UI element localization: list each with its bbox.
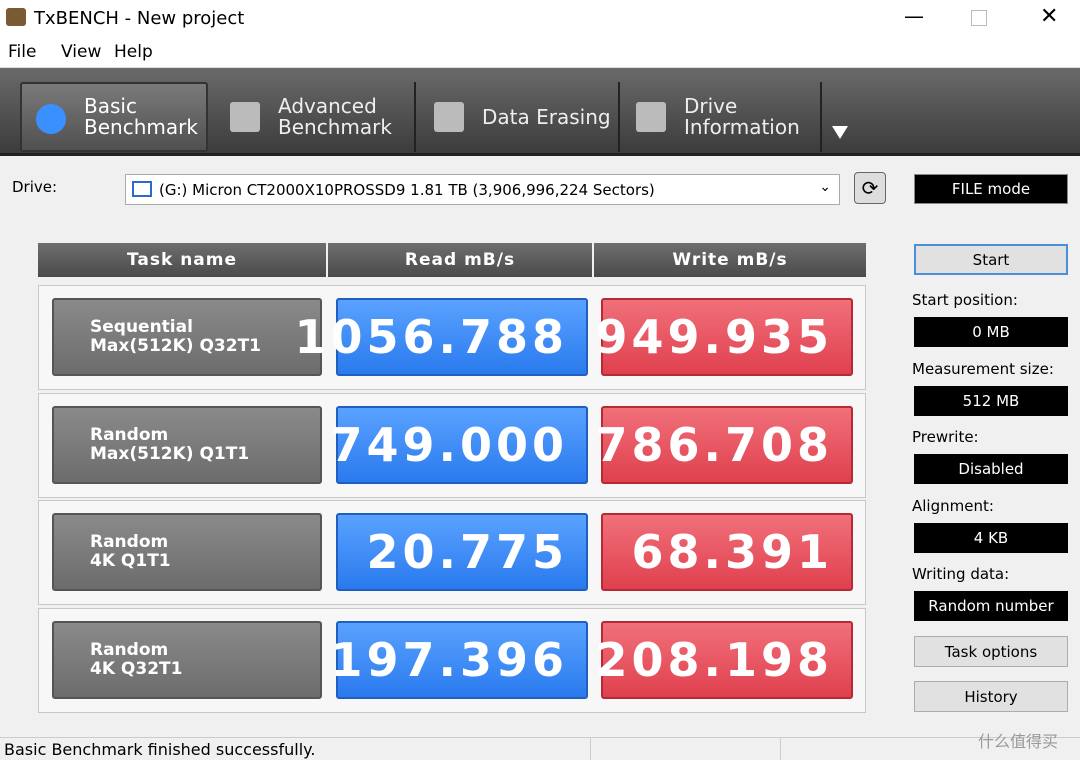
column-header: Read mB/s — [328, 243, 592, 277]
tab-label: Advanced Benchmark — [278, 96, 392, 138]
toolbar-more[interactable] — [832, 126, 848, 139]
column-header: Write mB/s — [594, 243, 866, 277]
write-value: 68.391 — [601, 513, 853, 591]
menu-bar: File View Help — [0, 38, 1080, 68]
field-value: 4 KB — [914, 522, 1068, 553]
task-button[interactable]: Random 4K Q1T1 — [52, 513, 322, 591]
tab[interactable]: Data Erasing — [420, 82, 620, 152]
minimize-button[interactable]: — — [904, 4, 924, 28]
field-label: Writing data: — [912, 565, 1010, 583]
status-divider — [780, 738, 781, 760]
tab-label-line: Advanced — [278, 94, 377, 118]
maximize-button[interactable] — [971, 10, 987, 26]
drive-value: (G:) Micron CT2000X10PROSSD9 1.81 TB (3,… — [159, 181, 655, 199]
task-name-line: Random — [90, 424, 169, 445]
side-button[interactable]: Task options — [914, 636, 1068, 667]
field-value: Disabled — [914, 454, 1068, 484]
app-icon — [6, 8, 26, 26]
task-name-line: Random — [90, 639, 169, 660]
read-value: 1056.788 — [294, 298, 588, 376]
task-name-line: Max(512K) Q1T1 — [90, 443, 250, 464]
write-value: 786.708 — [595, 405, 853, 484]
start-button[interactable]: Start — [914, 244, 1068, 275]
tab-label-line: Basic — [84, 94, 137, 118]
tab[interactable]: Advanced Benchmark — [216, 82, 416, 152]
menu-item[interactable]: View — [61, 42, 102, 62]
tab-icon — [636, 102, 666, 132]
field-value: Random number — [914, 591, 1068, 621]
field-label: Measurement size: — [912, 359, 1054, 378]
column-header: Task name — [38, 243, 326, 277]
tab-label: Basic Benchmark — [84, 96, 198, 138]
window-title: TxBENCH - New project — [34, 8, 245, 29]
task-button[interactable]: Sequential Max(512K) Q32T1 — [52, 298, 322, 376]
tab-label-line: Information — [684, 115, 800, 139]
dropdown-arrow: ⌄ — [819, 179, 831, 195]
task-button[interactable]: Random 4K Q32T1 — [52, 620, 322, 699]
tab[interactable]: Drive Information — [622, 82, 822, 152]
title-bar: TxBENCH - New project — ✕ — [0, 0, 1080, 38]
tab-label-line: Drive — [684, 94, 738, 118]
field-value: 0 MB — [914, 317, 1068, 347]
menu-item[interactable]: Help — [114, 42, 153, 62]
status-text: Basic Benchmark finished successfully. — [4, 740, 316, 759]
tab-icon — [230, 102, 260, 132]
tab-label: Data Erasing — [482, 104, 611, 129]
menu-item[interactable]: File — [8, 42, 37, 62]
task-name-line: 4K Q32T1 — [90, 658, 183, 679]
tab-label: Drive Information — [684, 96, 800, 138]
task-name-line: 4K Q1T1 — [90, 551, 171, 571]
field-value: 512 MB — [914, 385, 1068, 416]
write-value: 208.198 — [595, 620, 853, 699]
mode-display: FILE mode — [914, 174, 1068, 204]
field-label: Start position: — [912, 291, 1018, 309]
field-label: Prewrite: — [912, 428, 979, 446]
status-bar: Basic Benchmark finished successfully. — [0, 737, 1080, 760]
read-value: 749.000 — [330, 405, 588, 484]
tab-icon — [36, 104, 66, 134]
read-value: 197.396 — [330, 620, 588, 699]
task-button[interactable]: Random Max(512K) Q1T1 — [52, 405, 322, 484]
close-button[interactable]: ✕ — [1040, 4, 1059, 29]
write-value: 949.935 — [595, 298, 853, 376]
refresh-button[interactable]: ⟳ — [854, 172, 886, 204]
task-name-line: Sequential — [90, 317, 193, 337]
drive-label: Drive: — [12, 178, 58, 196]
task-name-line: Max(512K) Q32T1 — [90, 336, 262, 356]
task-name-line: Random — [90, 532, 169, 552]
tab[interactable]: Basic Benchmark — [20, 82, 208, 152]
read-value: 20.775 — [336, 513, 588, 591]
tab-icon — [434, 102, 464, 132]
side-button[interactable]: History — [914, 681, 1068, 712]
field-label: Alignment: — [912, 496, 994, 515]
status-divider — [590, 738, 591, 760]
watermark: 什么值得买 — [978, 732, 1059, 751]
drive-select[interactable]: (G:) Micron CT2000X10PROSSD9 1.81 TB (3,… — [125, 174, 840, 205]
tab-label-line: Data Erasing — [482, 104, 611, 129]
drive-icon — [132, 181, 152, 197]
toolbar: Basic Benchmark Advanced Benchmark Data Eras… — [0, 68, 1080, 156]
tab-label-line: Benchmark — [278, 115, 392, 139]
tab-label-line: Benchmark — [84, 115, 198, 139]
